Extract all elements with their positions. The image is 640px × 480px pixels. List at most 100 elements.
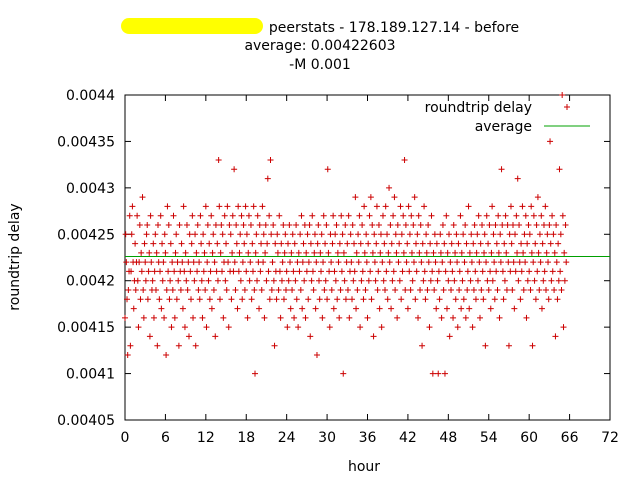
data-point	[214, 277, 221, 284]
data-point	[443, 212, 450, 219]
x-tick-label: 18	[237, 430, 255, 446]
data-point	[252, 370, 259, 377]
data-point	[200, 231, 207, 238]
data-point	[475, 212, 482, 219]
data-point	[507, 203, 514, 210]
data-point	[314, 240, 321, 247]
data-point	[355, 231, 362, 238]
data-point	[538, 305, 545, 312]
data-point	[282, 287, 289, 293]
data-point	[333, 222, 340, 228]
data-point	[324, 296, 331, 303]
legend-sample-roundtrip-delay	[564, 104, 570, 110]
data-point	[505, 342, 512, 349]
data-point	[435, 370, 442, 377]
data-point	[171, 268, 178, 275]
data-point	[317, 249, 324, 256]
data-point	[514, 175, 521, 182]
x-tick-label: 12	[197, 430, 215, 446]
data-point	[320, 259, 327, 266]
data-point	[202, 203, 209, 210]
data-point	[274, 249, 281, 256]
data-point	[319, 314, 326, 321]
data-point	[128, 231, 135, 238]
data-point	[159, 277, 166, 284]
data-point	[562, 222, 569, 228]
data-point	[252, 249, 259, 256]
data-point	[152, 231, 159, 238]
data-point	[480, 296, 487, 303]
data-point	[424, 287, 431, 293]
data-point	[264, 240, 271, 247]
data-point	[330, 305, 337, 312]
data-point	[181, 324, 188, 331]
data-point	[398, 296, 405, 303]
data-point	[534, 268, 541, 275]
data-point	[270, 277, 277, 284]
data-point	[300, 240, 307, 247]
data-point	[307, 240, 314, 247]
data-point	[493, 240, 500, 247]
data-point	[441, 370, 448, 377]
data-point	[237, 277, 244, 284]
data-point	[309, 212, 316, 219]
data-point	[399, 268, 406, 275]
data-point	[420, 277, 427, 284]
data-point	[374, 287, 381, 293]
data-point	[142, 277, 149, 284]
data-point	[369, 222, 376, 228]
data-point	[460, 296, 467, 303]
data-point	[192, 342, 199, 349]
data-point	[146, 333, 153, 340]
data-point	[232, 287, 239, 293]
x-tick-label: 24	[278, 430, 296, 446]
data-point	[283, 268, 290, 275]
data-point	[162, 249, 169, 256]
data-point	[129, 203, 136, 210]
data-point	[259, 203, 266, 210]
data-point	[233, 240, 240, 247]
data-point	[294, 259, 301, 266]
data-point	[427, 277, 434, 284]
data-point	[382, 287, 389, 293]
data-point	[250, 203, 257, 210]
data-point	[487, 305, 494, 312]
data-point	[281, 249, 288, 256]
data-point	[141, 240, 148, 247]
data-point	[150, 240, 157, 247]
data-point	[146, 249, 153, 256]
data-point	[464, 268, 471, 275]
data-point	[456, 287, 463, 293]
data-point	[369, 249, 376, 256]
data-point	[444, 249, 451, 256]
data-point	[472, 296, 479, 303]
data-point	[235, 268, 242, 275]
data-point	[198, 240, 205, 247]
data-point	[256, 222, 263, 228]
data-point	[386, 259, 393, 266]
data-point	[367, 194, 374, 201]
data-point	[341, 277, 348, 284]
data-point	[184, 287, 191, 293]
data-point	[265, 268, 272, 275]
data-point	[218, 222, 225, 228]
data-point	[204, 259, 211, 266]
data-point	[419, 240, 426, 247]
data-point	[388, 305, 395, 312]
data-point	[363, 231, 370, 238]
data-point	[522, 259, 529, 266]
data-point	[201, 249, 208, 256]
data-point	[516, 222, 523, 228]
data-point	[212, 222, 219, 228]
data-point	[305, 259, 312, 266]
data-point	[474, 231, 481, 238]
data-point	[384, 296, 391, 303]
data-point	[195, 287, 202, 293]
data-point	[551, 249, 558, 256]
data-point	[465, 203, 472, 210]
data-point	[476, 314, 483, 321]
x-tick-label: 60	[520, 430, 538, 446]
data-point	[450, 222, 457, 228]
data-point	[196, 296, 203, 303]
data-point	[553, 259, 560, 266]
